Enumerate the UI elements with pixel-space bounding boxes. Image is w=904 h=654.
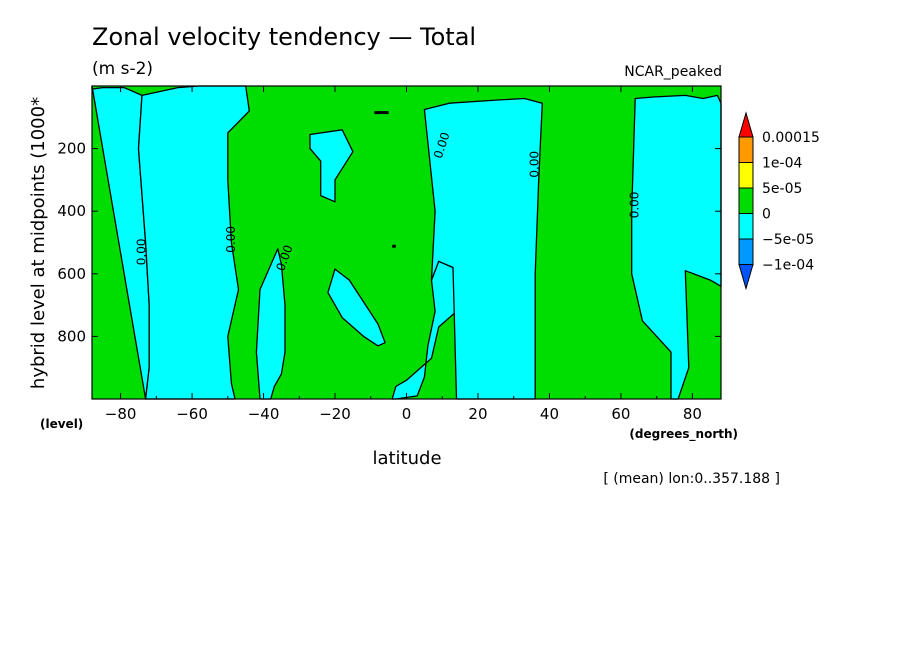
colorbar-level-label: −1e-04 (762, 258, 814, 274)
y-tick-label: 200 (57, 140, 86, 158)
negative-region-8 (631, 94, 722, 400)
colorbar-swatch (738, 213, 754, 240)
x-tick-label: 60 (611, 405, 630, 423)
colorbar-level-label: −5e-05 (762, 232, 814, 248)
colorbar-level-label: 1e-04 (762, 156, 802, 172)
plot-area: 0.00 0.000.000.000.000.00 −80 −60 −40 −20 0 20… (57, 85, 722, 423)
x-tick-label: 20 (468, 405, 487, 423)
colorbar-swatch (738, 136, 754, 163)
negative-region-3 (255, 248, 286, 400)
negative-regions (91, 85, 722, 400)
chart-subtitle: (m s-2) (92, 59, 153, 79)
colorbar-triangle-bottom (738, 264, 754, 291)
averaging-note: [ (mean) lon:0..357.188 ] (603, 471, 780, 487)
negative-region-2 (137, 85, 250, 400)
x-tick-label: −20 (319, 405, 351, 423)
x-tick-label: −80 (105, 405, 137, 423)
x-tick-label: −40 (248, 405, 280, 423)
colorbar: 0.00015 1e-04 5e-05 0 −5e-05 −1e-04 (738, 111, 820, 291)
y-axis-ticks: 200 400 600 800 (57, 140, 721, 345)
x-axis-ticks: −80 −60 −40 −20 0 20 40 60 80 (105, 86, 702, 423)
colorbar-level-label: 5e-05 (762, 181, 802, 197)
chart-title: Zonal velocity tendency — Total (92, 23, 476, 51)
y-tick-label: 400 (57, 202, 86, 220)
x-tick-label: −60 (176, 405, 208, 423)
contour-label: 0.00 (135, 239, 149, 266)
negative-region-5 (327, 268, 386, 347)
y-tick-label: 600 (57, 265, 86, 283)
contour-label: 0.00 (224, 226, 238, 253)
x-tick-label: 0 (402, 405, 412, 423)
negative-region-4 (309, 129, 354, 203)
x-axis-units: (degrees_north) (629, 427, 738, 442)
y-tick-label: 800 (57, 327, 86, 345)
contour-label: 0.00 (628, 192, 642, 219)
x-tick-label: 80 (683, 405, 702, 423)
y-axis-label: hybrid level at midpoints (1000* (28, 97, 49, 389)
colorbar-swatch (738, 187, 754, 214)
colorbar-level-label: 0.00015 (762, 130, 820, 146)
colorbar-swatch (738, 238, 754, 265)
colorbar-level-label: 0 (762, 207, 771, 223)
x-axis-label: latitude (372, 448, 441, 469)
contour-label: 0.00 (528, 151, 542, 178)
colorbar-triangle-top (738, 111, 754, 138)
colorbar-swatch (738, 162, 754, 189)
y-axis-units: (level) (40, 417, 83, 431)
dataset-label: NCAR_peaked (624, 64, 722, 80)
x-tick-label: 40 (540, 405, 559, 423)
